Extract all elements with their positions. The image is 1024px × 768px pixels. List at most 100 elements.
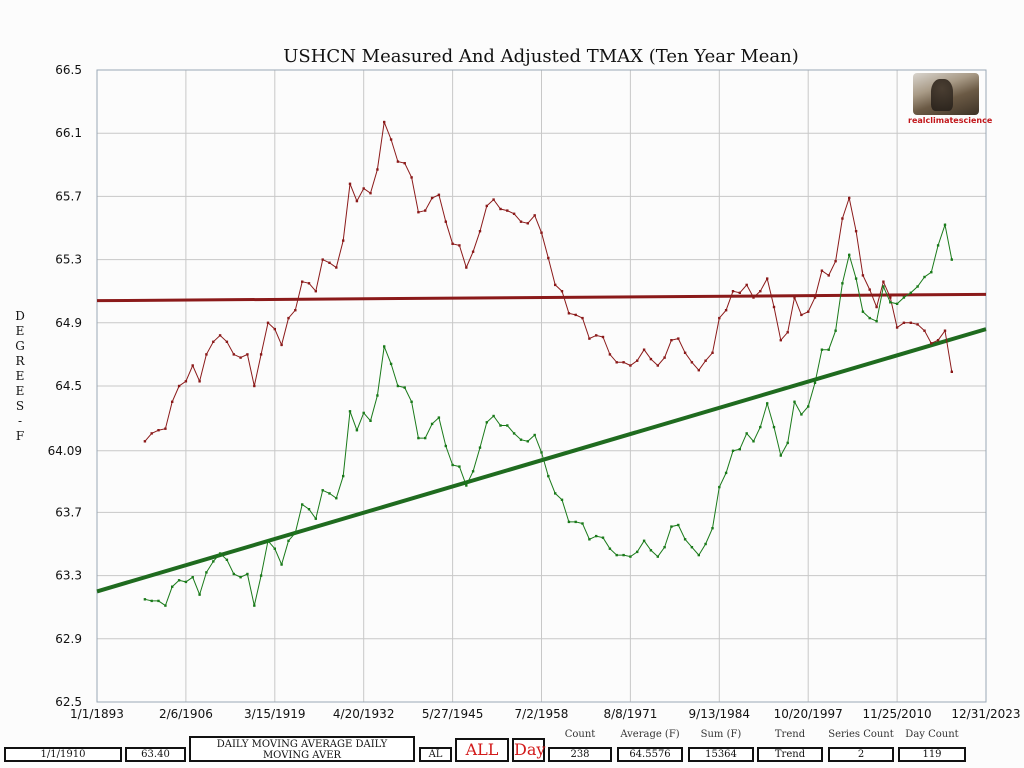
data-point (458, 244, 461, 247)
data-point (738, 291, 741, 294)
trend-caption: Trend (774, 729, 806, 740)
data-point (854, 277, 858, 280)
data-point (177, 384, 181, 388)
data-point (301, 503, 304, 506)
data-point (943, 223, 947, 226)
data-point (417, 211, 420, 214)
data-point (827, 348, 830, 351)
y-tick-label: 64.5 (55, 379, 82, 393)
value-field[interactable]: 63.40 (125, 747, 186, 762)
data-point (807, 310, 810, 313)
y-tick-label: 64.09 (48, 444, 82, 458)
y-tick-label: 66.1 (55, 126, 82, 140)
data-point (150, 599, 153, 603)
data-point (868, 316, 871, 320)
state-field[interactable]: AL (419, 747, 452, 762)
chart: USHCN Measured And Adjusted TMAX (Ten Ye… (15, 46, 1020, 721)
y-axis-label-char: E (16, 369, 25, 383)
data-point (328, 261, 331, 264)
series-count-field[interactable]: 2 (828, 747, 894, 762)
data-point (677, 523, 680, 527)
data-point (417, 436, 420, 440)
y-axis-label-char: S (16, 399, 24, 413)
mode-field[interactable]: DAILY MOVING AVERAGE DAILY MOVING AVER (189, 736, 415, 762)
trend-line (96, 327, 987, 594)
sum-field[interactable]: 15364 (688, 747, 754, 762)
data-point (348, 182, 352, 185)
all-button[interactable]: ALL (455, 738, 509, 762)
data-point (171, 585, 174, 588)
day-button[interactable]: Day (512, 738, 545, 762)
data-point (451, 463, 454, 467)
data-point (512, 432, 516, 435)
series-count-caption: Series Count (828, 729, 894, 740)
data-point (164, 427, 167, 430)
data-point (882, 285, 885, 288)
data-point (342, 474, 345, 478)
data-point (889, 301, 892, 304)
data-point (321, 489, 324, 492)
data-point (581, 522, 584, 525)
data-point (540, 451, 543, 454)
y-axis-label-char: - (18, 414, 22, 428)
x-tick-label: 3/15/1919 (244, 707, 306, 721)
trend-field[interactable]: Trend (757, 747, 823, 762)
data-point (485, 421, 488, 424)
data-point (950, 258, 953, 261)
data-point (307, 508, 311, 511)
data-point (335, 266, 338, 269)
data-point (499, 424, 502, 427)
data-point (779, 454, 782, 457)
date-field[interactable]: 1/1/1910 (4, 747, 122, 762)
data-point (526, 440, 529, 443)
x-tick-label: 8/8/1971 (603, 707, 657, 721)
data-point (451, 242, 454, 245)
y-tick-label: 63.7 (55, 505, 82, 519)
data-point (164, 604, 167, 607)
x-tick-label: 7/2/1958 (515, 707, 569, 721)
data-point (766, 402, 769, 405)
data-point (560, 498, 564, 501)
count-field[interactable]: 238 (548, 747, 612, 762)
data-point (868, 288, 871, 291)
average-caption: Average (F) (620, 729, 680, 740)
data-point (376, 394, 379, 397)
data-point (239, 356, 242, 359)
data-point (424, 436, 427, 440)
data-point (683, 538, 687, 541)
day-count-field[interactable]: 119 (898, 747, 966, 762)
data-point (670, 339, 673, 342)
data-point (923, 275, 926, 279)
data-point (410, 400, 413, 403)
data-point (895, 326, 899, 329)
data-point (191, 364, 194, 367)
data-point (608, 547, 612, 550)
data-point (663, 546, 666, 549)
data-point (355, 199, 359, 203)
data-point (150, 432, 153, 435)
data-point (670, 525, 673, 528)
average-field[interactable]: 64.5576 (617, 747, 683, 762)
data-point (410, 176, 413, 179)
data-point (218, 552, 222, 555)
y-tick-label: 66.5 (55, 63, 82, 77)
data-point (936, 244, 940, 247)
data-point (205, 353, 208, 356)
data-point (198, 593, 201, 596)
x-tick-label: 1/1/1893 (70, 707, 124, 721)
data-point (383, 120, 386, 124)
data-point (280, 563, 283, 566)
grid (96, 69, 987, 703)
data-point (861, 274, 865, 277)
data-point (895, 302, 899, 305)
data-point (560, 290, 564, 293)
count-caption: Count (564, 729, 596, 740)
data-point (212, 560, 215, 563)
data-point (779, 339, 782, 342)
data-point (362, 187, 365, 190)
status-bar: 1/1/1910 63.40 DAILY MOVING AVERAGE DAIL… (0, 728, 1024, 768)
data-point (724, 309, 728, 312)
data-point (923, 329, 926, 332)
data-point (266, 539, 270, 542)
data-point (601, 335, 605, 339)
